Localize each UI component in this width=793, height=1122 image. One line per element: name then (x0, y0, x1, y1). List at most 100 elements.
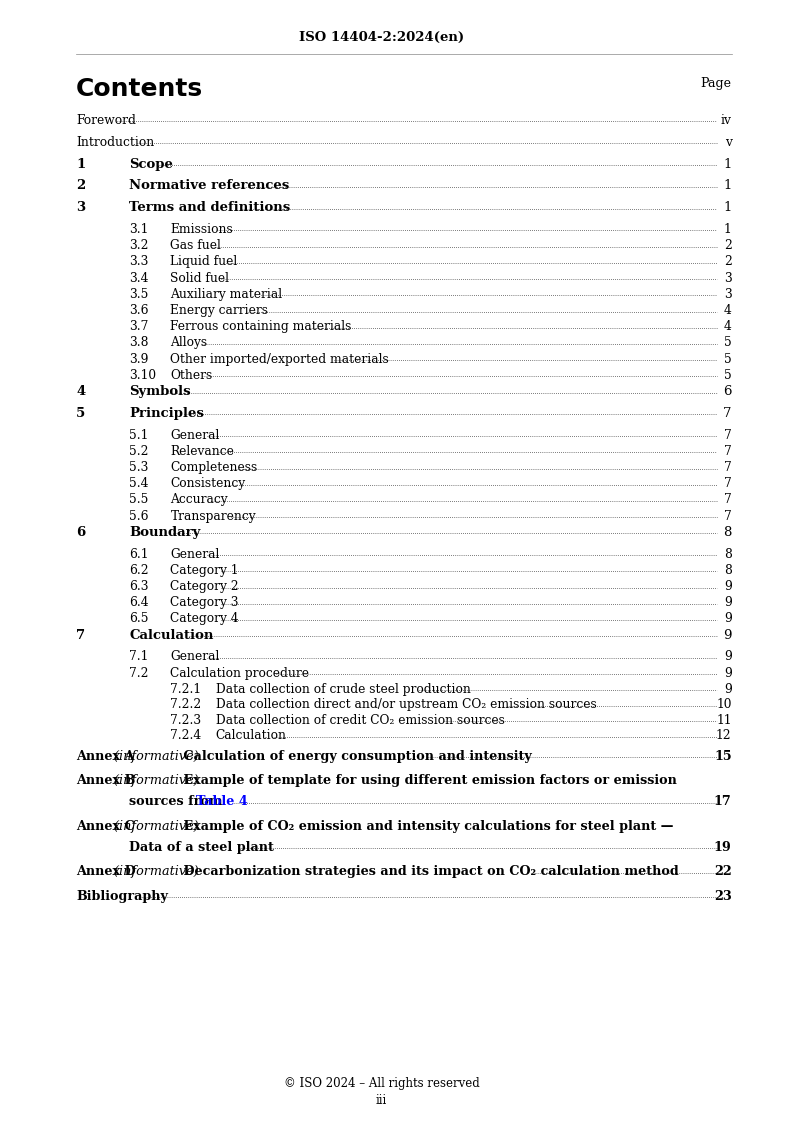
Text: sources from: sources from (129, 795, 227, 808)
Text: 9: 9 (724, 596, 732, 609)
Text: 6: 6 (76, 526, 86, 539)
Text: 3.3: 3.3 (129, 256, 148, 268)
Text: 2: 2 (76, 180, 86, 192)
Text: 6.5: 6.5 (129, 613, 148, 625)
Text: Relevance: Relevance (170, 444, 234, 458)
Text: Other imported/exported materials: Other imported/exported materials (170, 352, 389, 366)
Text: 9: 9 (723, 628, 732, 642)
Text: 9: 9 (724, 613, 732, 625)
Text: 9: 9 (724, 683, 732, 696)
Text: Ferrous containing materials: Ferrous containing materials (170, 320, 352, 333)
Text: 6.1: 6.1 (129, 548, 148, 561)
Text: 3.10: 3.10 (129, 369, 156, 381)
Text: Calculation: Calculation (129, 628, 213, 642)
Text: 7: 7 (723, 407, 732, 420)
Text: (informative): (informative) (114, 865, 202, 879)
Text: iii: iii (376, 1094, 387, 1106)
Text: 9: 9 (724, 666, 732, 680)
Text: 5: 5 (724, 337, 732, 349)
Text: Scope: Scope (129, 157, 173, 171)
Text: 2: 2 (724, 256, 732, 268)
Text: 4: 4 (724, 320, 732, 333)
Text: 7.2.4: 7.2.4 (170, 729, 201, 743)
Text: Calculation of energy consumption and intensity: Calculation of energy consumption and in… (179, 749, 532, 763)
Text: Annex D: Annex D (76, 865, 136, 879)
Text: 3.5: 3.5 (129, 288, 148, 301)
Text: 4: 4 (76, 385, 86, 398)
Text: Data collection of crude steel production: Data collection of crude steel productio… (216, 683, 470, 696)
Text: Consistency: Consistency (170, 477, 246, 490)
Text: 12: 12 (716, 729, 732, 743)
Text: 7: 7 (76, 628, 85, 642)
Text: 3: 3 (76, 201, 85, 214)
Text: 5.5: 5.5 (129, 494, 148, 506)
Text: ISO 14404-2:2024(en): ISO 14404-2:2024(en) (299, 30, 464, 44)
Text: 5: 5 (724, 369, 732, 381)
Text: 3.7: 3.7 (129, 320, 148, 333)
Text: 10: 10 (716, 698, 732, 711)
Text: Annex B: Annex B (76, 774, 136, 788)
Text: Completeness: Completeness (170, 461, 258, 473)
Text: 7.1: 7.1 (129, 651, 148, 663)
Text: 7.2.3: 7.2.3 (170, 714, 201, 727)
Text: Decarbonization strategies and its impact on CO₂ calculation method: Decarbonization strategies and its impac… (179, 865, 679, 879)
Text: 1: 1 (723, 180, 732, 192)
Text: 5: 5 (76, 407, 86, 420)
Text: Calculation procedure: Calculation procedure (170, 666, 309, 680)
Text: Alloys: Alloys (170, 337, 208, 349)
Text: 6: 6 (723, 385, 732, 398)
Text: 8: 8 (724, 548, 732, 561)
Text: 3.8: 3.8 (129, 337, 148, 349)
Text: Symbols: Symbols (129, 385, 190, 398)
Text: Data collection of credit CO₂ emission sources: Data collection of credit CO₂ emission s… (216, 714, 504, 727)
Text: 15: 15 (714, 749, 732, 763)
Text: 3.2: 3.2 (129, 239, 148, 252)
Text: General: General (170, 429, 220, 442)
Text: 8: 8 (723, 526, 732, 539)
Text: Annex A: Annex A (76, 749, 135, 763)
Text: 5.2: 5.2 (129, 444, 148, 458)
Text: 23: 23 (714, 890, 732, 903)
Text: (informative): (informative) (114, 749, 202, 763)
Text: 9: 9 (724, 651, 732, 663)
Text: 2: 2 (724, 239, 732, 252)
Text: Solid fuel: Solid fuel (170, 272, 229, 285)
Text: 8: 8 (724, 563, 732, 577)
Text: 7: 7 (724, 477, 732, 490)
Text: Example of CO₂ emission and intensity calculations for steel plant —: Example of CO₂ emission and intensity ca… (179, 820, 674, 833)
Text: Category 2: Category 2 (170, 580, 239, 594)
Text: General: General (170, 548, 220, 561)
Text: © ISO 2024 – All rights reserved: © ISO 2024 – All rights reserved (284, 1077, 480, 1091)
Text: 6.4: 6.4 (129, 596, 148, 609)
Text: 3.6: 3.6 (129, 304, 148, 318)
Text: 7.2.2: 7.2.2 (170, 698, 201, 711)
Text: 1: 1 (723, 157, 732, 171)
Text: Category 1: Category 1 (170, 563, 239, 577)
Text: Contents: Contents (76, 77, 203, 101)
Text: 1: 1 (724, 223, 732, 236)
Text: 11: 11 (716, 714, 732, 727)
Text: 1: 1 (723, 201, 732, 214)
Text: Normative references: Normative references (129, 180, 289, 192)
Text: v: v (725, 136, 732, 149)
Text: Emissions: Emissions (170, 223, 233, 236)
Text: 3.4: 3.4 (129, 272, 148, 285)
Text: Annex C: Annex C (76, 820, 135, 833)
Text: Category 4: Category 4 (170, 613, 239, 625)
Text: Gas fuel: Gas fuel (170, 239, 221, 252)
Text: Example of template for using different emission factors or emission: Example of template for using different … (179, 774, 677, 788)
Text: Boundary: Boundary (129, 526, 201, 539)
Text: 3.1: 3.1 (129, 223, 148, 236)
Text: Data of a steel plant: Data of a steel plant (129, 840, 274, 854)
Text: Others: Others (170, 369, 213, 381)
Text: iv: iv (721, 114, 732, 127)
Text: Accuracy: Accuracy (170, 494, 228, 506)
Text: Bibliography: Bibliography (76, 890, 168, 903)
Text: 3.9: 3.9 (129, 352, 148, 366)
Text: General: General (170, 651, 220, 663)
Text: Principles: Principles (129, 407, 204, 420)
Text: Data collection direct and/or upstream CO₂ emission sources: Data collection direct and/or upstream C… (216, 698, 596, 711)
Text: 19: 19 (714, 840, 732, 854)
Text: Liquid fuel: Liquid fuel (170, 256, 238, 268)
Text: Table 4: Table 4 (196, 795, 247, 808)
